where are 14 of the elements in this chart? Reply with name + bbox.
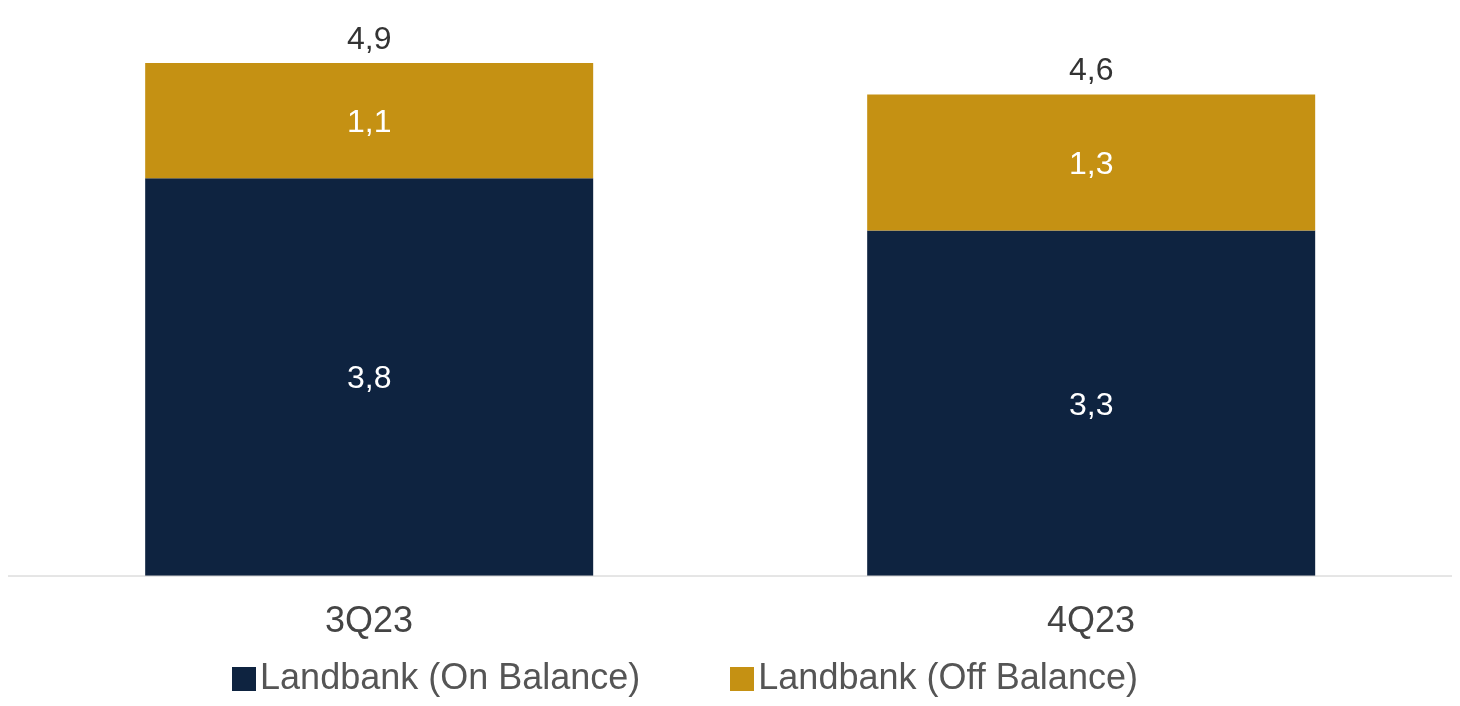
data-label: 1,1 [346, 102, 392, 139]
data-label: 1,3 [1068, 144, 1114, 181]
data-label: 3,8 [346, 359, 392, 396]
bar [145, 178, 594, 576]
bar [867, 230, 1316, 576]
total-label: 4,6 [1068, 51, 1114, 88]
data-label: 3,3 [1068, 385, 1114, 422]
x-tick-label: 3Q23 [324, 598, 414, 640]
bar [145, 63, 594, 179]
bar [867, 94, 1316, 231]
x-tick-label: 4Q23 [1046, 598, 1136, 640]
legend-label: Landbank (On Balance) [260, 656, 641, 697]
total-label: 4,9 [346, 20, 392, 56]
legend-label: Landbank (Off Balance) [758, 656, 1138, 697]
